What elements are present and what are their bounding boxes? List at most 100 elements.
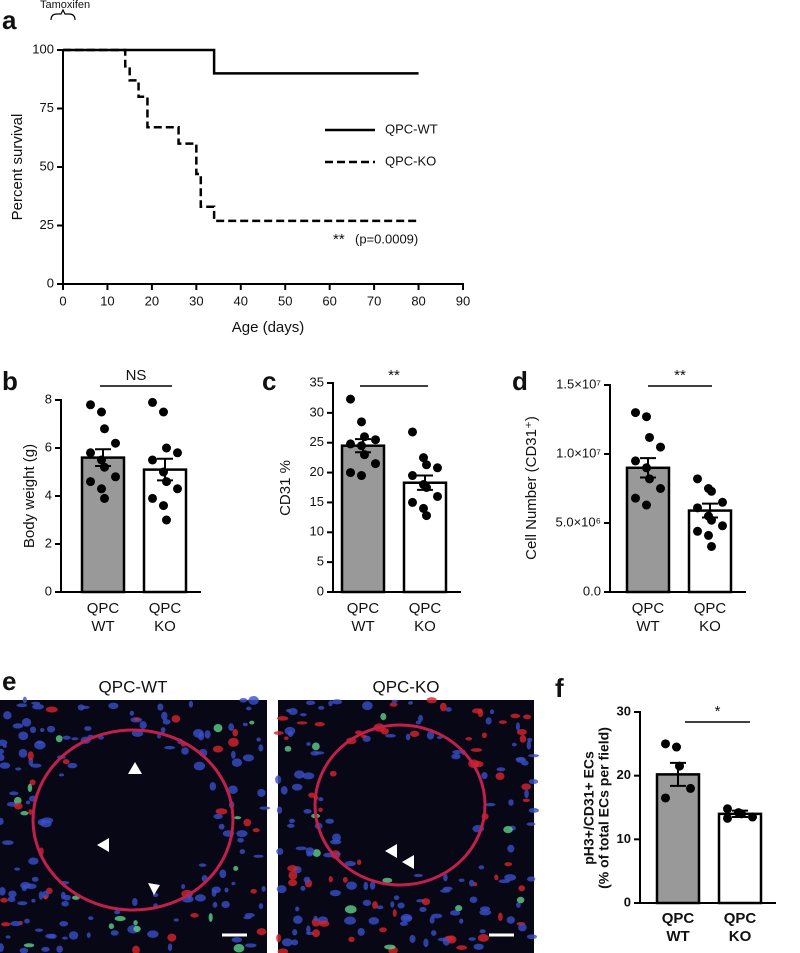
data-point xyxy=(357,441,366,451)
cell xyxy=(504,862,513,867)
cell xyxy=(10,921,22,927)
cell xyxy=(526,934,538,940)
cell xyxy=(335,852,341,856)
cell xyxy=(397,902,405,909)
cell xyxy=(7,896,16,903)
cell xyxy=(0,748,5,755)
cell xyxy=(244,912,255,918)
cell xyxy=(45,706,58,713)
data-point xyxy=(723,804,732,814)
cell xyxy=(523,714,532,720)
cell xyxy=(477,933,489,942)
cell xyxy=(211,889,217,897)
cell xyxy=(305,700,316,705)
legend-label: QPC-KO xyxy=(385,153,436,168)
data-point xyxy=(661,739,670,749)
data-point xyxy=(357,417,366,427)
cell xyxy=(504,874,517,881)
cell xyxy=(419,906,427,912)
cell xyxy=(19,947,29,953)
x-tick-label: 80 xyxy=(411,293,425,308)
cell xyxy=(257,788,266,797)
cell xyxy=(391,699,398,703)
cell xyxy=(524,789,529,799)
bar xyxy=(717,812,763,905)
cell xyxy=(27,751,34,761)
cell xyxy=(181,747,189,755)
cell xyxy=(224,887,229,893)
cell xyxy=(443,873,448,882)
cell xyxy=(516,728,527,736)
data-point xyxy=(111,472,120,482)
vessel-wall xyxy=(313,723,487,887)
cell xyxy=(390,901,395,908)
y-tick-label: 20 xyxy=(617,767,631,782)
cell xyxy=(81,705,90,709)
cell xyxy=(314,722,325,727)
cell xyxy=(426,731,435,740)
cell xyxy=(280,785,288,795)
cell xyxy=(379,927,387,933)
y-tick-label: 4 xyxy=(45,487,52,502)
cell xyxy=(423,938,429,948)
cell xyxy=(518,923,527,932)
x-tick-label: 0 xyxy=(59,293,66,308)
y-axis-label: (% of total ECs per field) xyxy=(596,727,612,889)
data-point xyxy=(631,408,640,418)
cell xyxy=(287,865,298,872)
cell xyxy=(527,876,536,882)
y-tick-label: 25 xyxy=(310,434,324,449)
cell xyxy=(303,876,311,883)
cell xyxy=(331,699,343,705)
data-point xyxy=(672,742,681,752)
x-tick-label: WT xyxy=(636,618,659,635)
cell xyxy=(312,742,320,751)
cell xyxy=(519,734,527,743)
data-point xyxy=(422,511,431,521)
cell xyxy=(129,710,135,716)
arrowhead xyxy=(385,844,397,858)
x-tick-label: KO xyxy=(154,618,176,635)
data-point xyxy=(346,439,355,449)
data-point xyxy=(707,541,716,551)
cell xyxy=(157,703,164,711)
y-tick-label: 0 xyxy=(47,275,54,290)
cell xyxy=(498,879,511,884)
survival-curve xyxy=(63,48,419,75)
data-point xyxy=(148,455,157,465)
cell xyxy=(253,854,264,858)
data-point xyxy=(408,427,417,437)
cell xyxy=(18,748,28,758)
cell xyxy=(380,712,387,721)
cell xyxy=(284,745,292,752)
cell xyxy=(516,896,525,904)
cell xyxy=(275,775,282,784)
cell xyxy=(392,909,397,917)
cell xyxy=(393,895,400,901)
cell xyxy=(292,929,298,936)
cell xyxy=(526,740,532,750)
cell xyxy=(28,857,39,865)
y-tick-label: 0 xyxy=(45,583,52,598)
cell xyxy=(273,731,284,735)
x-tick-label: KO xyxy=(414,618,436,635)
cell xyxy=(132,945,140,953)
cell xyxy=(479,929,486,934)
cell xyxy=(289,818,296,824)
cell xyxy=(497,912,503,921)
cell xyxy=(348,936,355,943)
cell xyxy=(28,809,33,815)
cell xyxy=(22,696,27,704)
annotation: Tamoxifen xyxy=(40,0,90,11)
data-point xyxy=(718,497,727,507)
cell xyxy=(277,948,289,953)
cell xyxy=(528,808,540,813)
cell xyxy=(494,874,499,881)
data-point xyxy=(162,477,171,487)
cell xyxy=(312,929,321,938)
cell xyxy=(41,817,54,824)
data-point xyxy=(707,486,716,496)
panel-label: c xyxy=(262,366,276,396)
cell xyxy=(239,697,248,703)
